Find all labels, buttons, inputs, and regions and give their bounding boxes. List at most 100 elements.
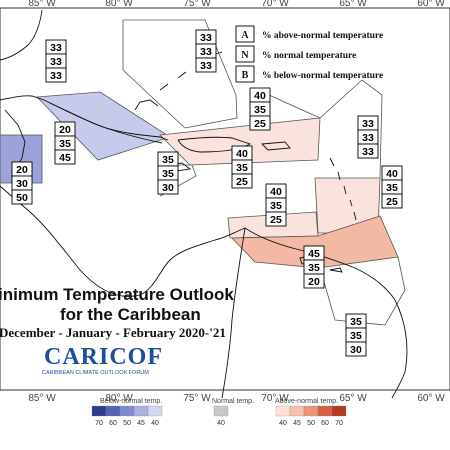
prob-cell xyxy=(357,143,379,159)
legend-key: B xyxy=(242,70,249,81)
prob-value: 40 xyxy=(236,148,248,160)
zone-outline-south-america xyxy=(319,256,406,326)
prob-value: 40 xyxy=(270,186,282,198)
prob-value: 33 xyxy=(50,70,62,82)
prob-cell xyxy=(249,115,271,131)
prob-value: 33 xyxy=(362,146,374,158)
prob-value: 35 xyxy=(350,316,362,328)
colorbar-tick-below: 45 xyxy=(137,420,145,427)
colorbar-tick-normal: 40 xyxy=(217,420,225,427)
coast-guianas xyxy=(391,299,408,399)
prob-value: 35 xyxy=(350,330,362,342)
colorbar-swatch-normal xyxy=(213,405,229,417)
legend-key-box xyxy=(235,45,255,63)
colorbar-tick-above: 70 xyxy=(335,420,343,427)
colorbar: Below-normal temp. Normal temp. Above-no… xyxy=(91,398,347,427)
colorbar-tick-above: 40 xyxy=(279,420,287,427)
longitude-label: 75° W xyxy=(183,393,211,404)
caricof-logo: CARICOF xyxy=(44,344,163,370)
coast-puerto-rico xyxy=(260,141,291,151)
colorbar-above-label: Above-normal temp. xyxy=(275,398,338,405)
zone-outline-eastern xyxy=(257,79,383,179)
caricof-logo-subtitle: CARIBBEAN CLIMATE OUTLOOK FORUM xyxy=(42,370,149,376)
prob-value: 30 xyxy=(162,182,174,194)
prob-value: 30 xyxy=(16,178,28,190)
prob-box-south-america: 35 35 30 xyxy=(345,313,367,357)
prob-cell xyxy=(195,57,217,73)
prob-box-northern-atlantic: 33 33 33 xyxy=(195,29,217,73)
coast-lesser-antilles xyxy=(329,157,357,221)
coast-bahamas xyxy=(134,51,223,111)
prob-box-hispaniola: 40 35 25 xyxy=(231,145,253,189)
prob-cell xyxy=(157,179,179,195)
prob-cell xyxy=(381,193,403,209)
prob-value: 25 xyxy=(270,214,282,226)
coast-cuba-south xyxy=(49,102,163,144)
colorbar-swatch-above xyxy=(331,405,347,417)
probability-boxes: 33 33 33 33 33 33 20 35 45 20 30 50 35 35 30 40 35 25 40 35… xyxy=(11,29,403,357)
coast-florida xyxy=(0,9,43,61)
prob-cell xyxy=(11,189,33,205)
prob-value: 40 xyxy=(254,90,266,102)
colorbar-swatch-below xyxy=(147,405,163,417)
colorbar-tick-below: 70 xyxy=(95,420,103,427)
prob-box-guianas: 45 35 20 xyxy=(303,245,325,289)
longitude-label: 60° W xyxy=(417,393,445,404)
prob-value: 35 xyxy=(236,162,248,174)
colorbar-tick-above: 60 xyxy=(321,420,329,427)
colorbar-swatch-above xyxy=(289,405,305,417)
prob-value: 33 xyxy=(200,60,212,72)
prob-value: 33 xyxy=(362,132,374,144)
prob-value: 33 xyxy=(200,32,212,44)
longitude-labels-bottom: 85° W 80° W 75° W 70° W 65° W 60° W xyxy=(28,393,445,404)
prob-box-eastern-caribbean: 40 35 25 xyxy=(381,165,403,209)
prob-value: 25 xyxy=(236,176,248,188)
prob-value: 35 xyxy=(162,168,174,180)
prob-value: 25 xyxy=(254,118,266,130)
longitude-label: 65° W xyxy=(339,393,367,404)
longitude-label: 80° W xyxy=(105,393,133,404)
longitude-label: 85° W xyxy=(28,0,56,9)
prob-box-western-atlantic: 33 33 33 xyxy=(45,39,67,83)
prob-value: 20 xyxy=(308,276,320,288)
colorbar-below-label: Below-normal temp. xyxy=(100,398,162,405)
legend-text: % normal temperature xyxy=(262,51,356,61)
prob-value: 20 xyxy=(59,124,71,136)
prob-value: 35 xyxy=(270,200,282,212)
colorbar-tick-below: 40 xyxy=(151,420,159,427)
legend-text: % above-normal temperature xyxy=(262,31,383,41)
colorbar-swatch-above xyxy=(303,405,319,417)
colorbar-swatch-below xyxy=(91,405,107,417)
prob-value: 40 xyxy=(386,168,398,180)
prob-box-jamaica: 35 35 30 xyxy=(157,151,179,195)
colorbar-swatch-below xyxy=(119,405,135,417)
legend-key-box xyxy=(235,65,255,83)
coast-andes xyxy=(221,227,246,399)
prob-cell xyxy=(45,67,67,83)
prob-cell xyxy=(345,341,367,357)
colorbar-swatch-above xyxy=(317,405,333,417)
prob-cell xyxy=(54,149,76,165)
colorbar-swatch-above xyxy=(275,405,291,417)
longitude-label: 70° W xyxy=(261,393,289,404)
prob-box-cuba: 20 35 45 xyxy=(54,121,76,165)
prob-value: 35 xyxy=(254,104,266,116)
prob-value: 33 xyxy=(200,46,212,58)
prob-box-southern-caribbean: 40 35 25 xyxy=(265,183,287,227)
prob-value: 35 xyxy=(59,138,71,150)
prob-value: 50 xyxy=(16,192,28,204)
coast-venezuela xyxy=(244,227,396,301)
longitude-label: 70° W xyxy=(261,0,289,9)
legend-key-box xyxy=(235,25,255,43)
legend-text: % below-normal temperature xyxy=(262,71,383,81)
colorbar-tick-below: 50 xyxy=(123,420,131,427)
prob-box-eastern-atlantic: 33 33 33 xyxy=(357,115,379,159)
colorbar-tick-above: 45 xyxy=(293,420,301,427)
longitude-label: 75° W xyxy=(183,0,211,9)
prob-cell xyxy=(303,273,325,289)
map-season: December - January - February 2020-'21 xyxy=(0,325,226,340)
coast-colombia xyxy=(139,227,246,296)
prob-value: 35 xyxy=(386,182,398,194)
